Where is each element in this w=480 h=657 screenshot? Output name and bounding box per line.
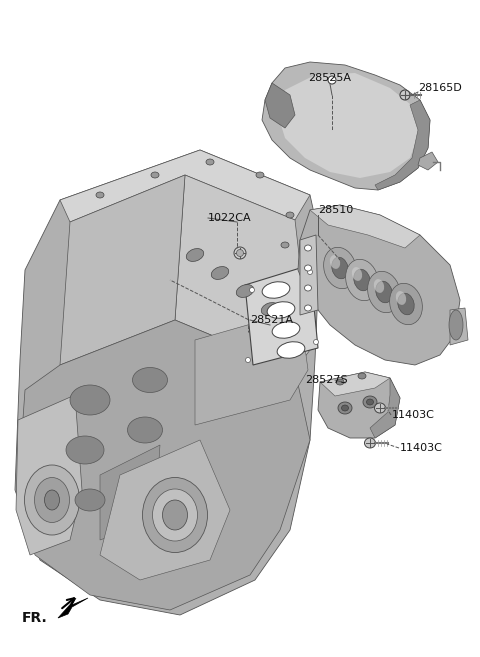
Ellipse shape: [367, 399, 373, 405]
Ellipse shape: [236, 284, 254, 298]
Ellipse shape: [151, 172, 159, 178]
Polygon shape: [278, 73, 420, 178]
Ellipse shape: [281, 242, 289, 248]
Ellipse shape: [272, 322, 300, 338]
Ellipse shape: [338, 402, 352, 414]
Polygon shape: [310, 205, 420, 248]
Ellipse shape: [256, 172, 264, 178]
Ellipse shape: [35, 478, 70, 522]
Polygon shape: [15, 150, 320, 615]
Ellipse shape: [308, 269, 312, 275]
Ellipse shape: [24, 465, 80, 535]
Ellipse shape: [313, 340, 319, 344]
Ellipse shape: [211, 267, 228, 279]
Ellipse shape: [449, 310, 463, 340]
Ellipse shape: [245, 357, 251, 363]
Ellipse shape: [153, 489, 197, 541]
Ellipse shape: [206, 159, 214, 165]
Polygon shape: [18, 320, 310, 610]
Ellipse shape: [267, 302, 295, 318]
Polygon shape: [60, 150, 310, 222]
Text: 28521A: 28521A: [250, 315, 293, 325]
Text: 28165D: 28165D: [418, 83, 462, 93]
Ellipse shape: [143, 478, 207, 553]
Ellipse shape: [330, 255, 340, 269]
Ellipse shape: [304, 265, 312, 271]
Polygon shape: [100, 445, 160, 540]
Ellipse shape: [286, 212, 294, 218]
Ellipse shape: [128, 417, 163, 443]
Ellipse shape: [398, 293, 414, 315]
Polygon shape: [195, 310, 308, 425]
Text: 11403C: 11403C: [400, 443, 443, 453]
Ellipse shape: [262, 282, 290, 298]
Ellipse shape: [45, 490, 60, 510]
Text: FR.: FR.: [22, 611, 48, 625]
Ellipse shape: [261, 303, 279, 315]
Polygon shape: [265, 83, 295, 128]
Polygon shape: [300, 235, 318, 315]
Polygon shape: [100, 440, 230, 580]
Ellipse shape: [400, 90, 410, 100]
Ellipse shape: [346, 260, 378, 301]
Ellipse shape: [368, 271, 400, 313]
Ellipse shape: [332, 257, 348, 279]
Ellipse shape: [396, 291, 406, 305]
Ellipse shape: [304, 285, 312, 291]
Polygon shape: [318, 372, 400, 438]
Ellipse shape: [163, 500, 188, 530]
Ellipse shape: [336, 379, 344, 385]
Polygon shape: [175, 175, 310, 370]
Ellipse shape: [304, 305, 312, 311]
Polygon shape: [375, 100, 430, 190]
Ellipse shape: [304, 245, 312, 251]
Ellipse shape: [70, 385, 110, 415]
Ellipse shape: [186, 248, 204, 261]
Polygon shape: [16, 395, 82, 555]
Text: 11403C: 11403C: [392, 410, 435, 420]
Ellipse shape: [277, 342, 305, 358]
Ellipse shape: [96, 192, 104, 198]
Polygon shape: [245, 265, 318, 365]
Ellipse shape: [328, 76, 336, 84]
Ellipse shape: [250, 288, 254, 292]
Polygon shape: [60, 175, 185, 365]
Polygon shape: [370, 378, 400, 438]
Ellipse shape: [66, 436, 104, 464]
Ellipse shape: [363, 396, 377, 408]
Polygon shape: [450, 308, 468, 345]
Ellipse shape: [354, 269, 370, 291]
Text: 1022CA: 1022CA: [208, 213, 252, 223]
Ellipse shape: [374, 279, 384, 293]
Text: 28510: 28510: [318, 205, 353, 215]
Ellipse shape: [358, 373, 366, 379]
Text: 28527S: 28527S: [305, 375, 348, 385]
Ellipse shape: [390, 283, 422, 325]
Ellipse shape: [132, 367, 168, 392]
Ellipse shape: [324, 247, 356, 288]
Polygon shape: [418, 152, 438, 170]
Ellipse shape: [341, 405, 348, 411]
Ellipse shape: [352, 267, 362, 281]
Ellipse shape: [374, 403, 385, 413]
Polygon shape: [262, 62, 430, 190]
Polygon shape: [298, 205, 460, 365]
Polygon shape: [58, 598, 88, 618]
Text: 28525A: 28525A: [309, 73, 351, 83]
Ellipse shape: [234, 247, 246, 259]
Ellipse shape: [75, 489, 105, 511]
Ellipse shape: [237, 250, 243, 256]
Ellipse shape: [364, 438, 375, 448]
Ellipse shape: [376, 281, 392, 303]
Polygon shape: [320, 372, 390, 396]
